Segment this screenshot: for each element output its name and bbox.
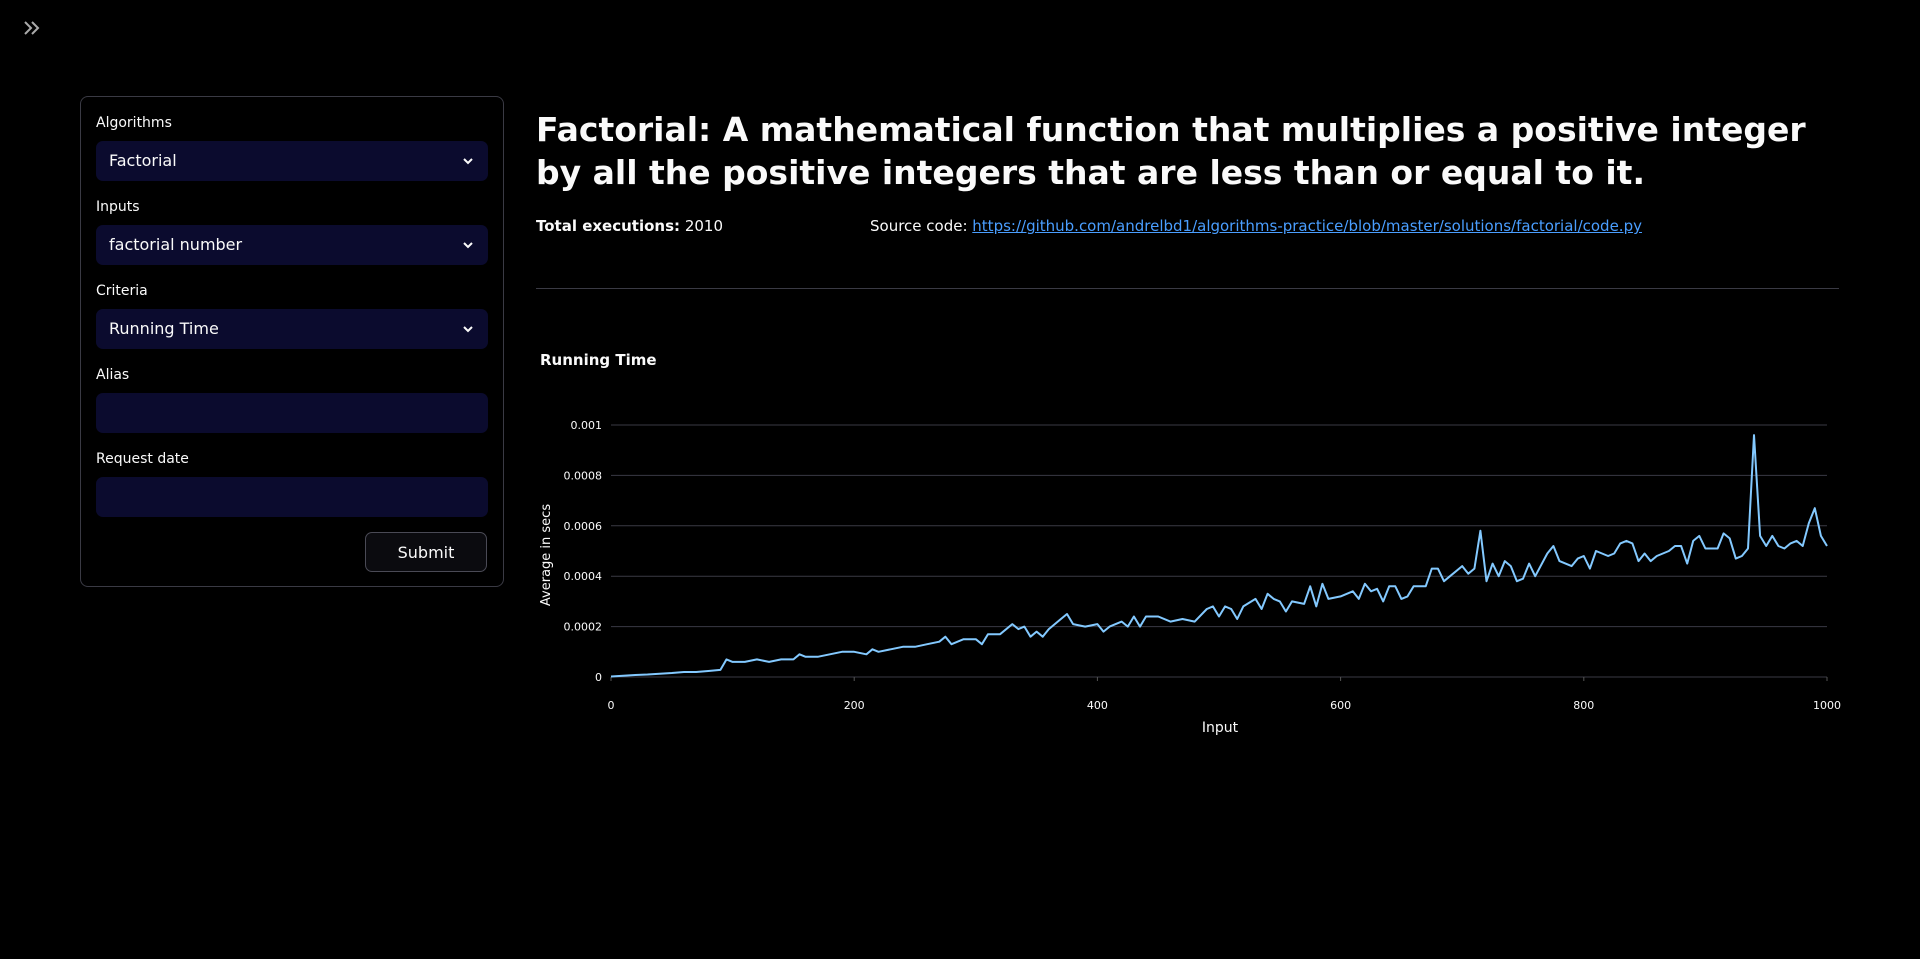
sidebar-toggle[interactable] [22, 18, 42, 38]
submit-button[interactable]: Submit [365, 532, 487, 572]
y-axis-label: Average in secs [539, 504, 554, 606]
chevron [463, 158, 473, 165]
x-tick-label: 800 [1573, 699, 1594, 712]
select-value: Running Time [109, 319, 219, 338]
text-input[interactable] [96, 477, 488, 517]
sidebar-form: Algorithms Factorial Inputs factorial numbe… [80, 96, 504, 587]
select-box[interactable]: Running Time [96, 309, 488, 349]
y-tick-label: 0.0004 [564, 570, 603, 583]
field-label: Inputs [96, 199, 140, 215]
y-tick-label: 0 [595, 671, 602, 684]
chevron-path [463, 326, 473, 333]
executions: Total executions: 2010 [536, 217, 723, 235]
text-input[interactable] [96, 393, 488, 433]
select-value: factorial number [109, 235, 243, 254]
field-label: Request date [96, 451, 189, 467]
select-value: Factorial [109, 151, 177, 170]
chart-title: Running Time [540, 351, 657, 369]
source-label: Source code: [870, 217, 968, 235]
select-box[interactable]: factorial number [96, 225, 488, 265]
select-box[interactable]: Factorial [96, 141, 488, 181]
chart: Running Time Input Average in secs 0 0.00… [539, 351, 1841, 736]
executions-label: Total executions: [536, 217, 681, 235]
field-label: Criteria [96, 283, 148, 299]
divider [536, 288, 1839, 289]
x-tick-label: 1000 [1813, 699, 1841, 712]
y-tick-label: 0.0008 [564, 469, 603, 482]
chevron [463, 326, 473, 333]
x-tick-label: 600 [1330, 699, 1351, 712]
data-line [610, 434, 1828, 678]
x-tick-label: 400 [1087, 699, 1108, 712]
y-tick-label: 0.001 [571, 419, 603, 432]
field-label: Algorithms [96, 115, 172, 131]
chevron [463, 242, 473, 249]
x-tick-label: 0 [608, 699, 615, 712]
chevron-path [463, 158, 473, 165]
page-title: Factorial: A mathematical function that … [536, 110, 1806, 192]
y-tick-label: 0.0006 [564, 520, 603, 533]
x-axis-label: Input [1202, 720, 1239, 736]
x-tick-label: 200 [844, 699, 865, 712]
chevron-path [463, 242, 473, 249]
executions-value: 2010 [684, 217, 723, 235]
y-tick-label: 0.0002 [564, 621, 603, 634]
field-label: Alias [96, 367, 130, 383]
source-link[interactable]: https://github.com/andrelbd1/algorithms-… [972, 217, 1642, 235]
source: Source code: https://github.com/andrelbd… [870, 217, 1642, 235]
